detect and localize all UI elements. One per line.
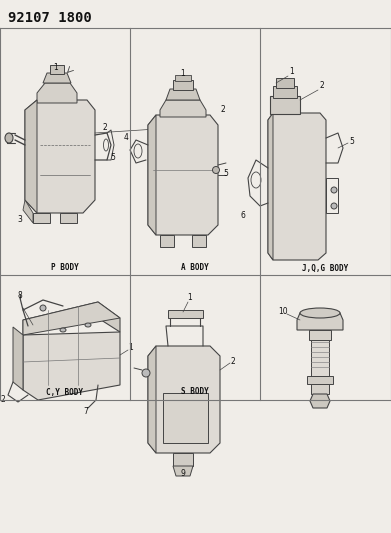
Text: 5: 5 <box>350 136 354 146</box>
Text: S BODY: S BODY <box>181 387 209 397</box>
Text: 8: 8 <box>18 290 22 300</box>
Polygon shape <box>297 313 343 330</box>
Ellipse shape <box>40 305 46 311</box>
Polygon shape <box>33 213 50 223</box>
Polygon shape <box>173 466 193 476</box>
Text: 1: 1 <box>181 69 185 77</box>
Polygon shape <box>25 100 95 213</box>
Text: J,Q,G BODY: J,Q,G BODY <box>302 263 348 272</box>
Bar <box>311 384 329 394</box>
Polygon shape <box>37 83 77 103</box>
Text: 3: 3 <box>18 215 22 224</box>
Polygon shape <box>43 73 71 83</box>
Text: 7: 7 <box>84 408 88 416</box>
Ellipse shape <box>331 203 337 209</box>
Text: 4: 4 <box>124 133 128 141</box>
Ellipse shape <box>212 166 219 174</box>
Polygon shape <box>23 332 120 400</box>
Polygon shape <box>148 346 220 453</box>
Ellipse shape <box>85 323 91 327</box>
Text: 1: 1 <box>129 343 133 352</box>
Polygon shape <box>148 346 156 453</box>
Bar <box>307 376 333 384</box>
Text: 10: 10 <box>278 306 288 316</box>
Bar <box>50 65 64 74</box>
Text: 1: 1 <box>54 63 58 72</box>
Text: 2: 2 <box>1 395 5 405</box>
Polygon shape <box>160 100 206 117</box>
Text: 6: 6 <box>240 212 246 221</box>
Polygon shape <box>25 100 37 213</box>
Text: 5: 5 <box>111 152 115 161</box>
Ellipse shape <box>142 369 150 377</box>
Ellipse shape <box>300 308 340 318</box>
Ellipse shape <box>331 187 337 193</box>
Bar <box>173 80 193 90</box>
Text: 2: 2 <box>319 82 325 91</box>
Text: 1: 1 <box>290 67 294 76</box>
Ellipse shape <box>60 328 66 332</box>
Polygon shape <box>268 113 273 260</box>
Polygon shape <box>23 302 120 335</box>
Bar <box>276 78 294 88</box>
Bar <box>168 310 203 318</box>
Polygon shape <box>311 340 329 376</box>
Polygon shape <box>23 200 33 223</box>
Text: 2: 2 <box>102 123 108 132</box>
Bar <box>175 75 191 81</box>
Bar <box>326 178 338 213</box>
Text: 1: 1 <box>188 294 192 303</box>
Polygon shape <box>13 327 23 390</box>
Text: 2: 2 <box>231 357 235 366</box>
Text: C,Y BODY: C,Y BODY <box>47 387 84 397</box>
Polygon shape <box>166 89 200 100</box>
Text: 92107 1800: 92107 1800 <box>8 11 92 25</box>
Bar <box>273 86 297 98</box>
Ellipse shape <box>5 133 13 143</box>
Polygon shape <box>23 302 120 335</box>
Text: P BODY: P BODY <box>51 263 79 272</box>
Polygon shape <box>268 113 326 260</box>
Polygon shape <box>310 394 330 408</box>
Polygon shape <box>60 213 77 223</box>
Bar <box>309 330 331 340</box>
Text: A BODY: A BODY <box>181 263 209 272</box>
Polygon shape <box>192 235 206 247</box>
Text: 9: 9 <box>181 470 185 479</box>
Polygon shape <box>160 235 174 247</box>
Text: 5: 5 <box>224 168 228 177</box>
Polygon shape <box>173 453 193 466</box>
Bar <box>270 96 300 114</box>
Bar <box>163 393 208 443</box>
Text: 2: 2 <box>221 106 225 115</box>
Polygon shape <box>148 115 156 235</box>
Polygon shape <box>148 115 218 235</box>
